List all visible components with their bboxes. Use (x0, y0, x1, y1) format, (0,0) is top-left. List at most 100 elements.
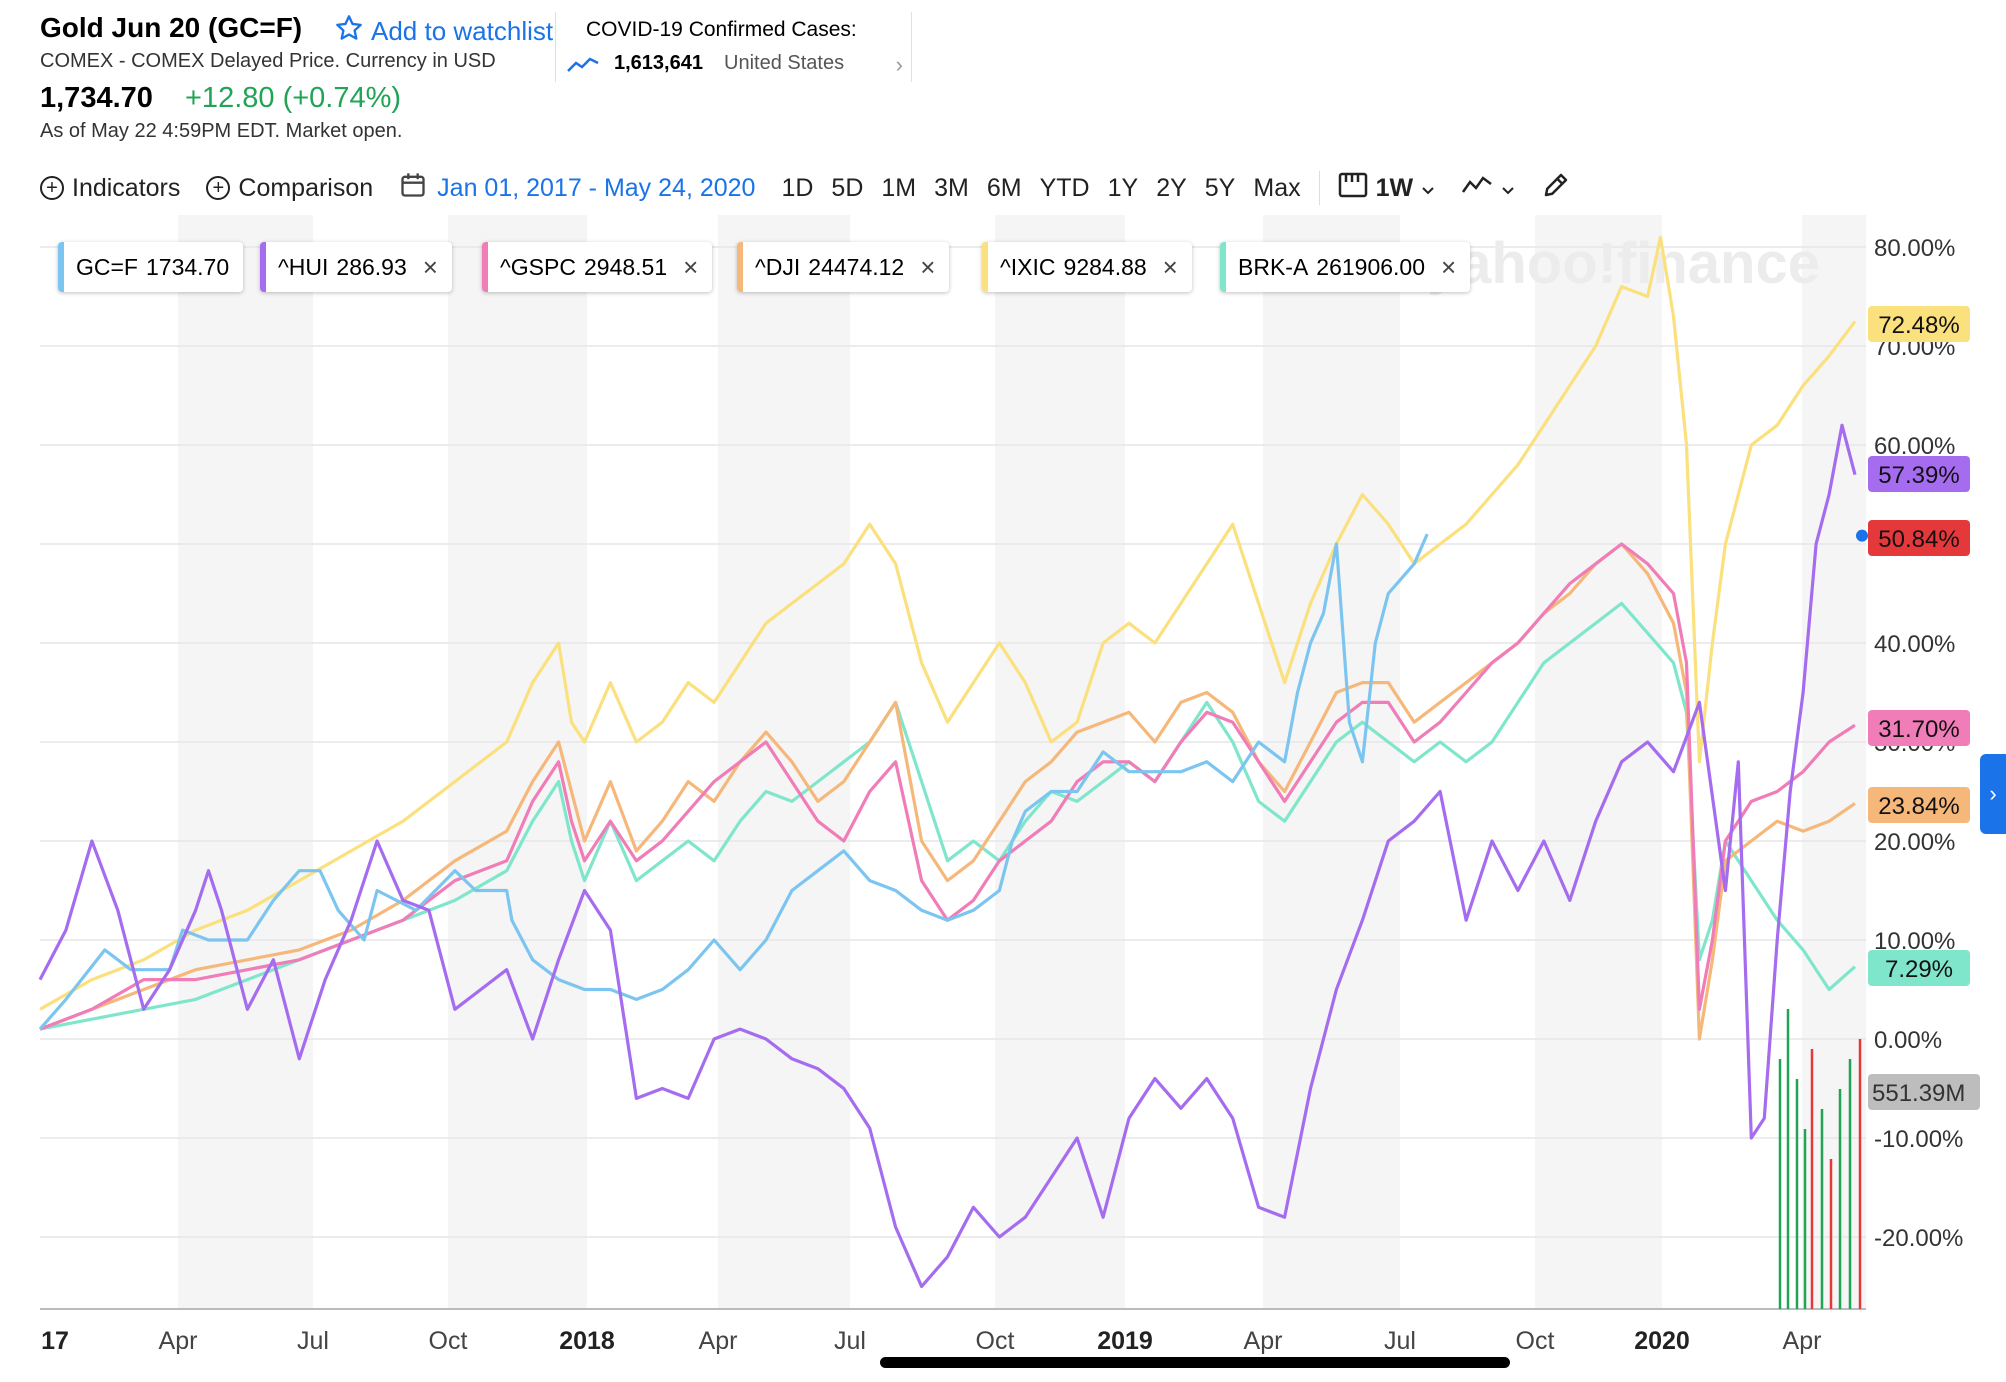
last-value-text: 23.84% (1878, 793, 1959, 820)
trend-chart-icon (566, 54, 600, 79)
interval-dropdown[interactable]: 1W (1338, 171, 1436, 206)
range-1m[interactable]: 1M (881, 173, 917, 202)
chip-value: 9284.88 (1063, 253, 1147, 280)
comparison-chip-brka[interactable]: BRK-A 261906.00 × (1220, 242, 1471, 292)
last-value-label: 57.39% (1868, 456, 1970, 492)
add-to-watchlist-button[interactable]: Add to watchlist (335, 14, 553, 49)
covid-heading: COVID-19 Confirmed Cases: (586, 18, 857, 41)
range-3m[interactable]: 3M (934, 173, 969, 202)
candle-interval-icon (1338, 171, 1368, 206)
comparison-label: Comparison (238, 173, 374, 202)
last-value-badge (1868, 456, 1970, 492)
y-tick-label: 40.00% (1874, 631, 1955, 658)
close-icon[interactable]: × (683, 251, 699, 282)
date-range-picker[interactable]: Jan 01, 2017 - May 24, 2020 (399, 171, 755, 206)
last-value-badge (1868, 950, 1970, 986)
comparison-button[interactable]: + Comparison (206, 174, 373, 203)
chip-value: 261906.00 (1316, 253, 1426, 280)
range-1d[interactable]: 1D (781, 173, 814, 202)
last-value-label: 72.48% (1868, 306, 1970, 342)
draw-button[interactable] (1541, 170, 1571, 207)
x-tick-label: Apr (159, 1327, 198, 1355)
quarter-band (178, 215, 313, 1309)
chip-color-bar (482, 242, 488, 292)
page-title: Gold Jun 20 (GC=F) (40, 12, 303, 43)
chip-symbol: ^IXIC (1000, 253, 1056, 280)
chip-color-bar (737, 242, 743, 292)
star-icon (335, 14, 363, 49)
chip-symbol: GC=F (76, 253, 138, 280)
home-indicator (880, 1357, 1510, 1368)
plus-circle-icon: + (40, 176, 64, 200)
chevron-right-icon[interactable]: › (895, 52, 903, 77)
range-6m[interactable]: 6M (986, 173, 1022, 202)
plus-circle-icon: + (206, 176, 231, 200)
x-tick-label: Apr (1244, 1327, 1283, 1355)
x-tick-label: Jul (834, 1327, 866, 1355)
x-tick-label: 2020 (1634, 1327, 1690, 1355)
calendar-icon (399, 171, 427, 206)
exchange-info: COMEX - COMEX Delayed Price. Currency in… (40, 50, 496, 72)
comparison-chip-gcf[interactable]: GC=F 1734.70 (58, 242, 244, 292)
x-tick-label: Oct (976, 1327, 1015, 1355)
chip-value: 286.93 (336, 253, 407, 280)
chip-symbol: ^DJI (755, 253, 801, 280)
last-value-text: 31.70% (1878, 716, 1959, 743)
series-line-dji (39, 542, 1856, 1041)
y-tick-label: -20.00% (1874, 1225, 1963, 1252)
range-ytd[interactable]: YTD (1039, 173, 1090, 202)
series-line-hui (38, 423, 1857, 1289)
y-tick-label: -10.00% (1874, 1126, 1963, 1153)
x-tick-label: Jul (297, 1327, 329, 1355)
range-max[interactable]: Max (1253, 173, 1301, 202)
chip-symbol: ^HUI (278, 253, 329, 280)
x-tick-label: Apr (699, 1327, 738, 1355)
chevron-down-icon (1501, 174, 1515, 203)
current-price: 1,734.70 (40, 82, 153, 114)
y-tick-label: 0.00% (1874, 1027, 1942, 1054)
last-value-text: 72.48% (1878, 312, 1959, 339)
covid-count: 1,613,641 (614, 52, 703, 74)
chip-symbol: BRK-A (1238, 253, 1309, 280)
volume-badge (1868, 1074, 1980, 1110)
last-value-label: 31.70% (1868, 710, 1970, 746)
covid-country: United States (724, 52, 845, 74)
volume-text: 551.39M (1872, 1080, 1965, 1107)
x-tick-label: Jul (1384, 1327, 1416, 1355)
chevron-right-icon: › (1989, 781, 1997, 806)
last-value-badge (1868, 520, 1970, 556)
comparison-chip-hui[interactable]: ^HUI 286.93 × (260, 242, 452, 292)
last-value-badge (1868, 306, 1970, 342)
covid-widget[interactable]: COVID-19 Confirmed Cases: 1,613,641 Unit… (555, 12, 912, 82)
y-tick-label: 20.00% (1874, 829, 1955, 856)
interval-label: 1W (1375, 173, 1414, 202)
x-tick-label: 2018 (559, 1327, 615, 1355)
chip-symbol: ^GSPC (500, 253, 576, 280)
x-tick-label: Oct (1516, 1327, 1555, 1355)
comparison-chip-ixic[interactable]: ^IXIC 9284.88 × (982, 242, 1192, 292)
price-change: +12.80 (+0.74%) (185, 82, 402, 114)
range-5y[interactable]: 5Y (1204, 173, 1236, 202)
range-2y[interactable]: 2Y (1156, 173, 1187, 202)
comparison-chip-gspc[interactable]: ^GSPC 2948.51 × (482, 242, 713, 292)
chip-value: 24474.12 (808, 253, 905, 280)
chart-toolbar: + Indicators + Comparison Jan 01, 2017 -… (40, 168, 1597, 208)
chip-value: 1734.70 (145, 253, 230, 280)
close-icon[interactable]: × (920, 251, 936, 282)
last-value-text: 7.29% (1885, 956, 1953, 983)
range-5d[interactable]: 5D (831, 173, 864, 202)
quarter-band (448, 215, 587, 1309)
close-icon[interactable]: × (1162, 251, 1178, 282)
series-line-gspc (39, 542, 1856, 1031)
chip-color-bar (1220, 242, 1226, 292)
expand-panel-button[interactable]: › (1980, 754, 2006, 834)
last-value-badge (1868, 710, 1970, 746)
comparison-chip-dji[interactable]: ^DJI 24474.12 × (737, 242, 950, 292)
close-icon[interactable]: × (1441, 251, 1457, 282)
range-1y[interactable]: 1Y (1107, 173, 1139, 202)
chart-type-dropdown[interactable] (1461, 174, 1515, 203)
close-icon[interactable]: × (422, 251, 438, 282)
indicators-button[interactable]: + Indicators (40, 174, 180, 203)
last-value-badge (1868, 787, 1970, 823)
y-tick-label: 60.00% (1874, 433, 1955, 460)
